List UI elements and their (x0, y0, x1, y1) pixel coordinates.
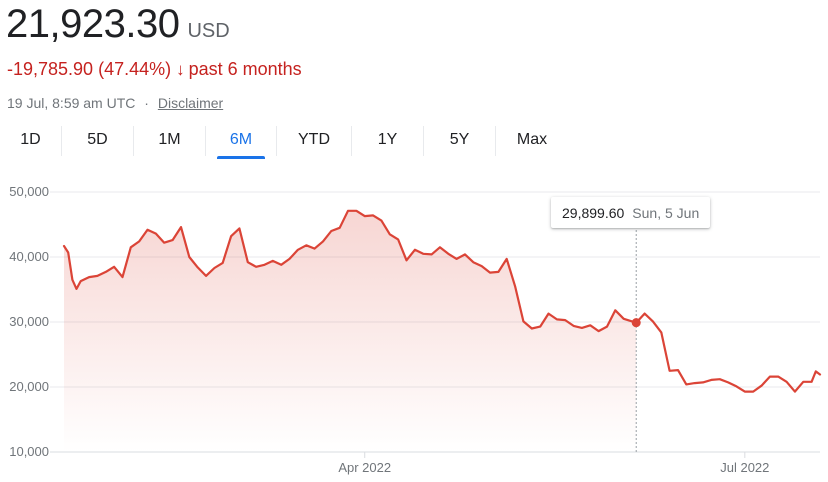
range-tabs: 1D 5D 1M 6M YTD 1Y 5Y Max (0, 124, 568, 159)
x-tick-label: Jul 2022 (720, 460, 769, 475)
change-value: -19,785.90 (47.44%) (7, 59, 172, 79)
arrow-down-icon: ↓ (176, 59, 185, 79)
change-period: past 6 months (188, 59, 302, 79)
hover-point (631, 318, 641, 328)
y-tick-label: 40,000 (9, 249, 49, 264)
currency-code: USD (187, 20, 230, 42)
y-tick-label: 30,000 (9, 314, 49, 329)
tab-divider (205, 126, 206, 156)
active-tab-indicator (217, 156, 265, 159)
current-price: 21,923.30 (6, 2, 180, 46)
tab-5y[interactable]: 5Y (449, 131, 470, 148)
tab-1d[interactable]: 1D (20, 131, 41, 148)
y-tick-label: 20,000 (9, 379, 49, 394)
y-tick-label: 50,000 (9, 184, 49, 199)
tab-ytd[interactable]: YTD (298, 131, 330, 148)
x-axis-ticks: Apr 2022 Jul 2022 (338, 452, 769, 475)
tab-1y[interactable]: 1Y (377, 131, 398, 148)
timestamp-row: 19 Jul, 8:59 am UTC · Disclaimer (7, 95, 223, 111)
tab-max[interactable]: Max (516, 131, 548, 148)
tab-divider (423, 126, 424, 156)
y-tick-label: 10,000 (9, 444, 49, 459)
price-header: 21,923.30 USD (6, 2, 230, 47)
y-axis-ticks: 10,000 20,000 30,000 40,000 50,000 (9, 184, 49, 459)
tab-1m[interactable]: 1M (158, 131, 181, 148)
tab-divider (351, 126, 352, 156)
price-area-fill (64, 210, 637, 452)
tab-divider (276, 126, 277, 156)
separator-dot: · (144, 95, 149, 111)
tab-divider (61, 126, 62, 156)
tab-divider (133, 126, 134, 156)
x-tick-label: Apr 2022 (338, 460, 391, 475)
tooltip-date: Sun, 5 Jun (632, 204, 700, 221)
price-line (62, 209, 822, 393)
tooltip-value: 29,899.60 (562, 204, 625, 221)
price-tooltip: 29,899.60 Sun, 5 Jun (551, 197, 711, 228)
price-change: -19,785.90 (47.44%) ↓ past 6 months (7, 59, 302, 80)
tab-5d[interactable]: 5D (87, 131, 108, 148)
disclaimer-link[interactable]: Disclaimer (157, 95, 224, 111)
timestamp: 19 Jul, 8:59 am UTC (7, 95, 136, 111)
tab-6m[interactable]: 6M (206, 124, 276, 159)
tab-divider (495, 126, 496, 156)
